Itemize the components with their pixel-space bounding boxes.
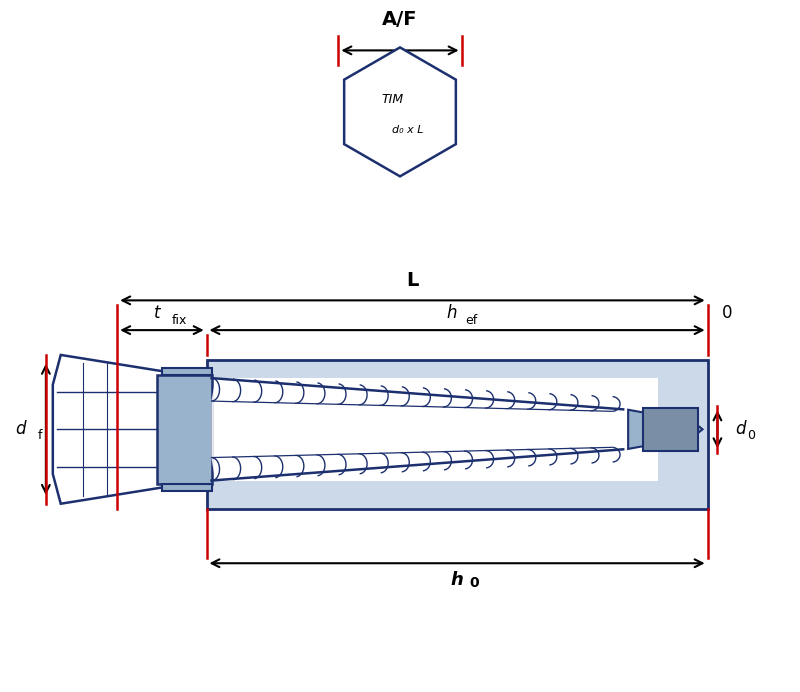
Text: A/F: A/F <box>382 10 418 28</box>
Text: 0: 0 <box>722 304 732 322</box>
Polygon shape <box>628 410 702 449</box>
Bar <box>206 378 658 481</box>
Text: h: h <box>450 571 463 589</box>
Text: L: L <box>406 271 418 291</box>
Text: fix: fix <box>172 314 187 327</box>
Bar <box>643 408 698 451</box>
Text: ef: ef <box>465 314 478 327</box>
Text: d: d <box>15 420 26 438</box>
Text: h: h <box>447 304 458 322</box>
Text: d₀ x L: d₀ x L <box>392 125 424 135</box>
Bar <box>162 484 211 491</box>
Text: f: f <box>38 429 42 441</box>
Bar <box>206 360 707 509</box>
Text: t: t <box>154 304 160 322</box>
Bar <box>162 368 211 375</box>
Text: TIM: TIM <box>381 93 403 107</box>
Text: d: d <box>735 420 746 438</box>
Text: 0: 0 <box>469 576 478 590</box>
Polygon shape <box>53 355 177 504</box>
Bar <box>157 375 211 484</box>
Polygon shape <box>344 48 456 176</box>
Text: 0: 0 <box>747 429 755 441</box>
